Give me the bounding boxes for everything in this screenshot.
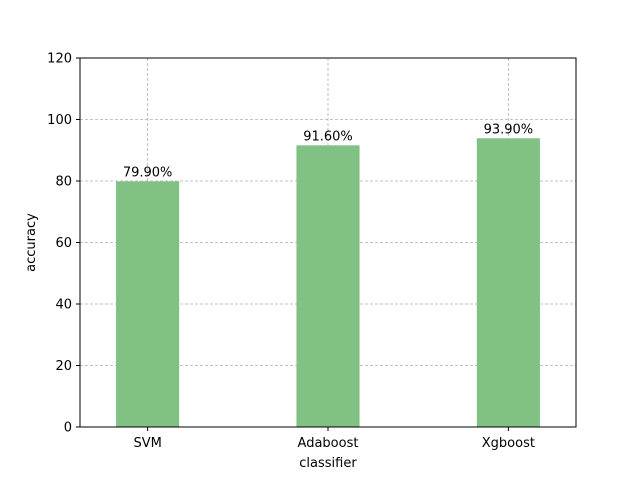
- y-tick-label: 80: [55, 175, 72, 190]
- data-labels: 79.90% 91.60% 93.90%: [123, 122, 533, 180]
- x-tick-label: Adaboost: [298, 436, 359, 451]
- bar-value-label: 91.60%: [303, 129, 353, 144]
- y-tick-label: 60: [55, 236, 72, 251]
- x-axis: SVM Adaboost Xgboost: [133, 427, 535, 451]
- y-tick-label: 120: [47, 52, 72, 67]
- y-axis-label: accuracy: [24, 213, 39, 272]
- y-axis: 0 20 40 60 80 100 120: [47, 52, 80, 436]
- bar-adaboost: [296, 145, 360, 427]
- x-tick-label: Xgboost: [482, 436, 535, 451]
- bar-svm: [116, 181, 180, 427]
- y-tick-label: 100: [47, 113, 72, 128]
- bars: [116, 138, 540, 427]
- y-tick-label: 0: [64, 421, 72, 436]
- bar-value-label: 93.90%: [484, 122, 534, 137]
- x-axis-label: classifier: [299, 456, 357, 471]
- y-tick-label: 40: [55, 298, 72, 313]
- x-tick-label: SVM: [133, 436, 161, 451]
- bar-value-label: 79.90%: [123, 165, 173, 180]
- bar-xgboost: [476, 138, 540, 427]
- y-tick-label: 20: [55, 359, 72, 374]
